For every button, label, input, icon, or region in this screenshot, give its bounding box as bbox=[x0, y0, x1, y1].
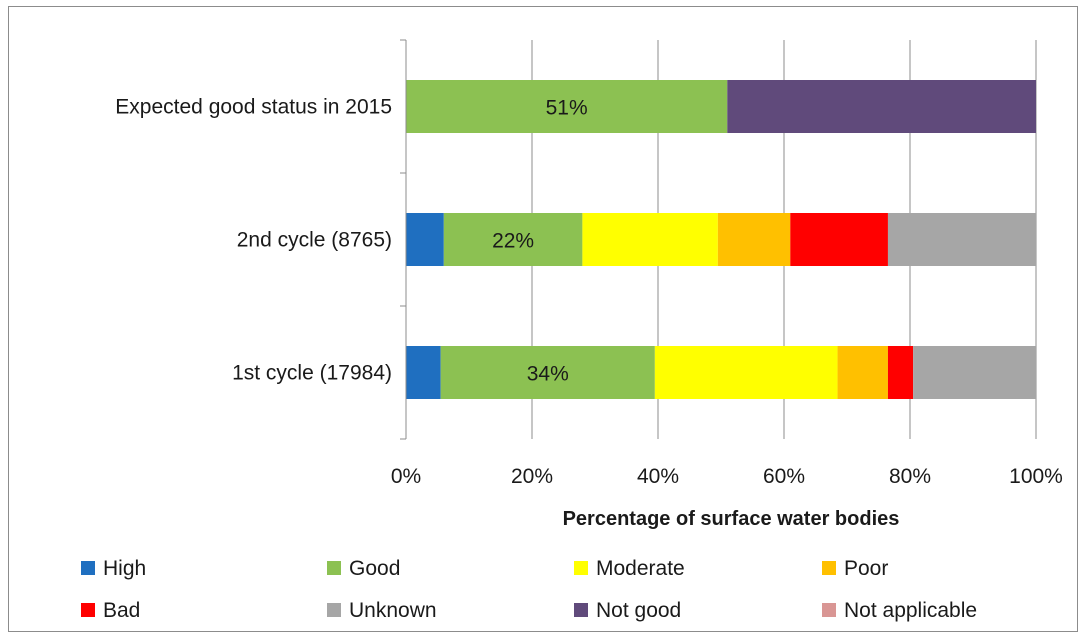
legend-label: Not applicable bbox=[844, 599, 977, 622]
labels: Expected good status in 2015 2nd cycle (8… bbox=[115, 96, 587, 386]
legend-label: Poor bbox=[844, 557, 888, 580]
bar-segment-high bbox=[406, 346, 441, 399]
data-label: 22% bbox=[492, 230, 534, 253]
category-label: 2nd cycle (8765) bbox=[237, 229, 392, 252]
legend-label: Unknown bbox=[349, 599, 437, 622]
bar-segment-high bbox=[406, 213, 444, 266]
legend-swatch-not-applicable bbox=[822, 603, 836, 617]
category-label: 1st cycle (17984) bbox=[232, 362, 392, 385]
legend-label: Good bbox=[349, 557, 400, 580]
legend-label: Bad bbox=[103, 599, 140, 622]
x-tick-label: 60% bbox=[763, 465, 805, 488]
legend-swatch-not-good bbox=[574, 603, 588, 617]
bar-segment-poor bbox=[717, 213, 791, 266]
bar-segment-good bbox=[440, 346, 655, 399]
legend-label: Moderate bbox=[596, 557, 685, 580]
category-label: Expected good status in 2015 bbox=[115, 96, 392, 119]
x-axis-title: Percentage of surface water bodies bbox=[563, 508, 900, 530]
bar-segment-poor bbox=[837, 346, 888, 399]
x-tick-label: 40% bbox=[637, 465, 679, 488]
legend-label: Not good bbox=[596, 599, 681, 622]
bar-segment-bad bbox=[887, 346, 914, 399]
chart-frame: 0% 20% 40% 60% 80% 100% Expected good status … bbox=[8, 6, 1078, 632]
bar-segment-bad bbox=[790, 213, 888, 266]
bar-segment-moderate bbox=[654, 346, 838, 399]
stacked-bar-chart: 0% 20% 40% 60% 80% 100% Expected good status … bbox=[81, 39, 1063, 622]
bar-segment-unknown bbox=[887, 213, 1036, 266]
legend: High Good Moderate Poor Bad Unknown Not good No… bbox=[81, 557, 977, 622]
bars bbox=[406, 80, 1036, 399]
x-tick-label: 0% bbox=[391, 465, 421, 488]
bar-segment-not-good bbox=[727, 80, 1036, 133]
x-tick-label: 20% bbox=[511, 465, 553, 488]
legend-swatch-high bbox=[81, 561, 95, 575]
legend-label: High bbox=[103, 557, 146, 580]
legend-swatch-bad bbox=[81, 603, 95, 617]
legend-swatch-unknown bbox=[327, 603, 341, 617]
legend-swatch-good bbox=[327, 561, 341, 575]
bar-segment-good bbox=[443, 213, 583, 266]
data-label: 51% bbox=[546, 97, 588, 120]
x-tick-label: 80% bbox=[889, 465, 931, 488]
legend-swatch-poor bbox=[822, 561, 836, 575]
data-label: 34% bbox=[527, 363, 569, 386]
x-tick-label: 100% bbox=[1009, 465, 1063, 488]
bar-segment-moderate bbox=[582, 213, 718, 266]
axes: 0% 20% 40% 60% 80% 100% bbox=[391, 39, 1063, 488]
bar-segment-good bbox=[406, 80, 728, 133]
legend-swatch-moderate bbox=[574, 561, 588, 575]
bar-segment-unknown bbox=[913, 346, 1036, 399]
